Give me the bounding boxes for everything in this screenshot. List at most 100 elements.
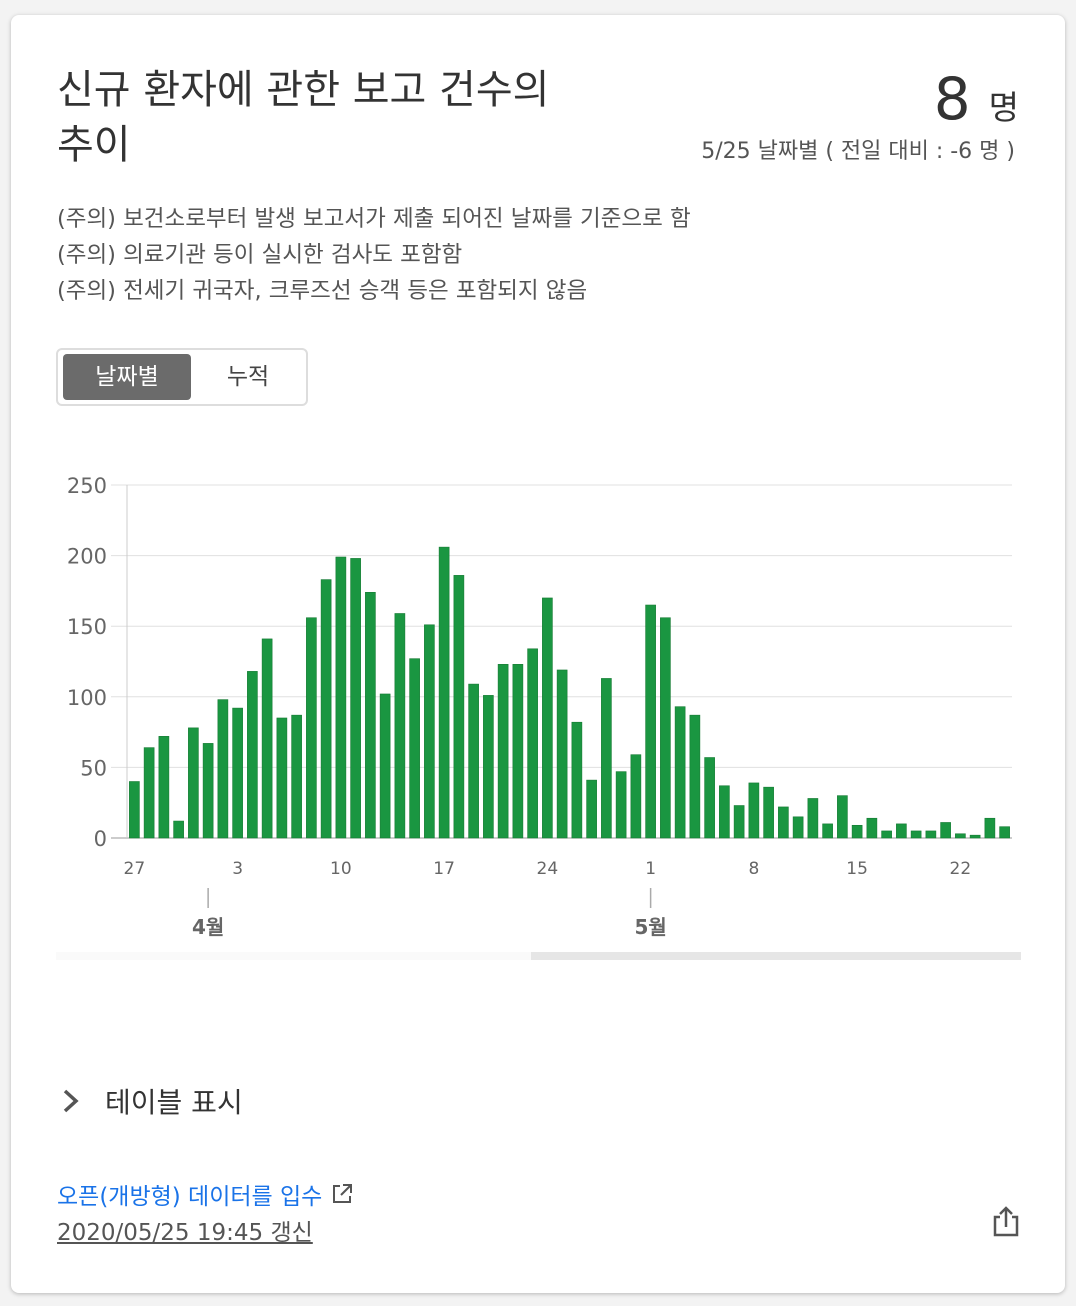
- bar: [984, 817, 996, 839]
- bar: [217, 699, 229, 839]
- bar: [261, 638, 273, 839]
- bar: [925, 830, 937, 839]
- bar: [689, 714, 701, 839]
- bar: [763, 786, 774, 839]
- y-tick-label: 0: [94, 827, 107, 851]
- bar: [202, 743, 214, 839]
- x-tick-label: 15: [846, 859, 868, 879]
- bar: [999, 826, 1010, 839]
- show-table-label: 테이블 표시: [105, 1086, 243, 1119]
- bar: [409, 658, 420, 839]
- bar: [615, 771, 627, 839]
- bar: [556, 669, 568, 839]
- bar: [940, 822, 951, 839]
- bar: [394, 613, 406, 839]
- bar: [969, 834, 981, 839]
- bar: [542, 597, 553, 839]
- bar: [365, 592, 376, 839]
- bar: [571, 721, 583, 839]
- bar: [158, 736, 170, 839]
- bar: [660, 617, 671, 839]
- bar: [851, 824, 863, 839]
- bar: [247, 671, 258, 839]
- bar: [438, 546, 450, 839]
- y-tick-label: 200: [67, 545, 107, 569]
- view-toggle: 날짜별 누적: [56, 348, 308, 406]
- y-tick-label: 150: [67, 615, 107, 639]
- x-tick-label: 3: [232, 859, 243, 879]
- chart-scrollbar[interactable]: [56, 952, 1021, 960]
- x-tick-label: 27: [124, 859, 146, 879]
- bar: [173, 820, 184, 839]
- bar: [896, 823, 907, 839]
- bar: [674, 706, 686, 839]
- y-tick-label: 50: [80, 756, 107, 780]
- note-item: (주의) 의료기관 등이 실시한 검사도 포함함: [57, 242, 463, 268]
- bar: [453, 575, 465, 839]
- bar: [792, 816, 804, 839]
- count-unit: 명: [988, 88, 1019, 127]
- bar: [424, 624, 435, 839]
- bar: [748, 782, 760, 839]
- bar: [881, 830, 892, 839]
- bar: [232, 707, 243, 839]
- bar: [955, 833, 966, 839]
- open-data-link[interactable]: 오픈(개방형) 데이터를 입수: [57, 1177, 354, 1211]
- bar: [483, 695, 494, 839]
- bar: [733, 805, 745, 839]
- bar: [719, 785, 730, 839]
- note-item: (주의) 보건소로부터 발생 보고서가 제출 되어진 날짜를 기준으로 함: [57, 206, 691, 232]
- open-data-link-label: 오픈(개방형) 데이터를 입수: [57, 1184, 323, 1210]
- bar: [645, 604, 656, 839]
- bar: [630, 754, 642, 839]
- bar: [778, 806, 789, 839]
- bar: [320, 579, 332, 839]
- bar: [276, 717, 288, 839]
- bar: [379, 693, 391, 839]
- bar: [910, 830, 922, 839]
- bar: [512, 664, 524, 839]
- bar-chart: 0 50 100 150 200 250 27 3 10 17 24 1 8 15 22 4월 5월: [67, 474, 1012, 939]
- bar: [188, 727, 199, 839]
- y-tick-label: 100: [67, 686, 107, 710]
- y-tick-label: 250: [67, 474, 107, 498]
- tab-daily[interactable]: 날짜별: [63, 354, 191, 400]
- x-tick-label: 10: [330, 859, 352, 879]
- bar: [468, 683, 479, 839]
- bar: [143, 747, 155, 839]
- updated-timestamp: 2020/05/25 19:45 갱신: [57, 1220, 313, 1246]
- x-tick-label: 24: [537, 859, 559, 879]
- x-tick-label: 17: [433, 859, 455, 879]
- month-label: 4월: [192, 915, 224, 939]
- bar: [291, 714, 302, 839]
- x-tick-label: 8: [748, 859, 759, 879]
- count-value: 8: [933, 65, 971, 133]
- bar: [601, 678, 612, 839]
- x-tick-label: 22: [950, 859, 972, 879]
- bar: [822, 823, 833, 839]
- bar: [837, 795, 848, 839]
- bar: [129, 781, 140, 839]
- bar: [497, 664, 509, 839]
- x-tick-label: 1: [645, 859, 656, 879]
- external-link-icon: [333, 1184, 353, 1203]
- bar: [807, 798, 819, 839]
- bar: [866, 817, 878, 839]
- month-label: 5월: [634, 915, 666, 939]
- chart-scrollbar-thumb[interactable]: [531, 952, 1021, 960]
- notes: (주의) 보건소로부터 발생 보고서가 제출 되어진 날짜를 기준으로 함 (주…: [57, 201, 691, 309]
- bar: [586, 779, 597, 839]
- show-table-toggle[interactable]: 테이블 표시: [57, 1081, 243, 1121]
- bar: [704, 757, 715, 839]
- bar: [350, 558, 361, 839]
- count-subtitle: 5/25 날짜별 ( 전일 대비 : -6 명 ): [701, 139, 1015, 164]
- note-item: (주의) 전세기 귀국자, 크루즈선 승객 등은 포함되지 않음: [57, 278, 588, 304]
- card-title: 신규 환자에 관한 보고 건수의 추이: [57, 67, 550, 168]
- chevron-right-icon: [63, 1089, 79, 1113]
- share-icon[interactable]: [991, 1205, 1021, 1239]
- bar: [306, 617, 317, 839]
- tab-cumulative[interactable]: 누적: [226, 364, 270, 390]
- bar: [335, 556, 347, 839]
